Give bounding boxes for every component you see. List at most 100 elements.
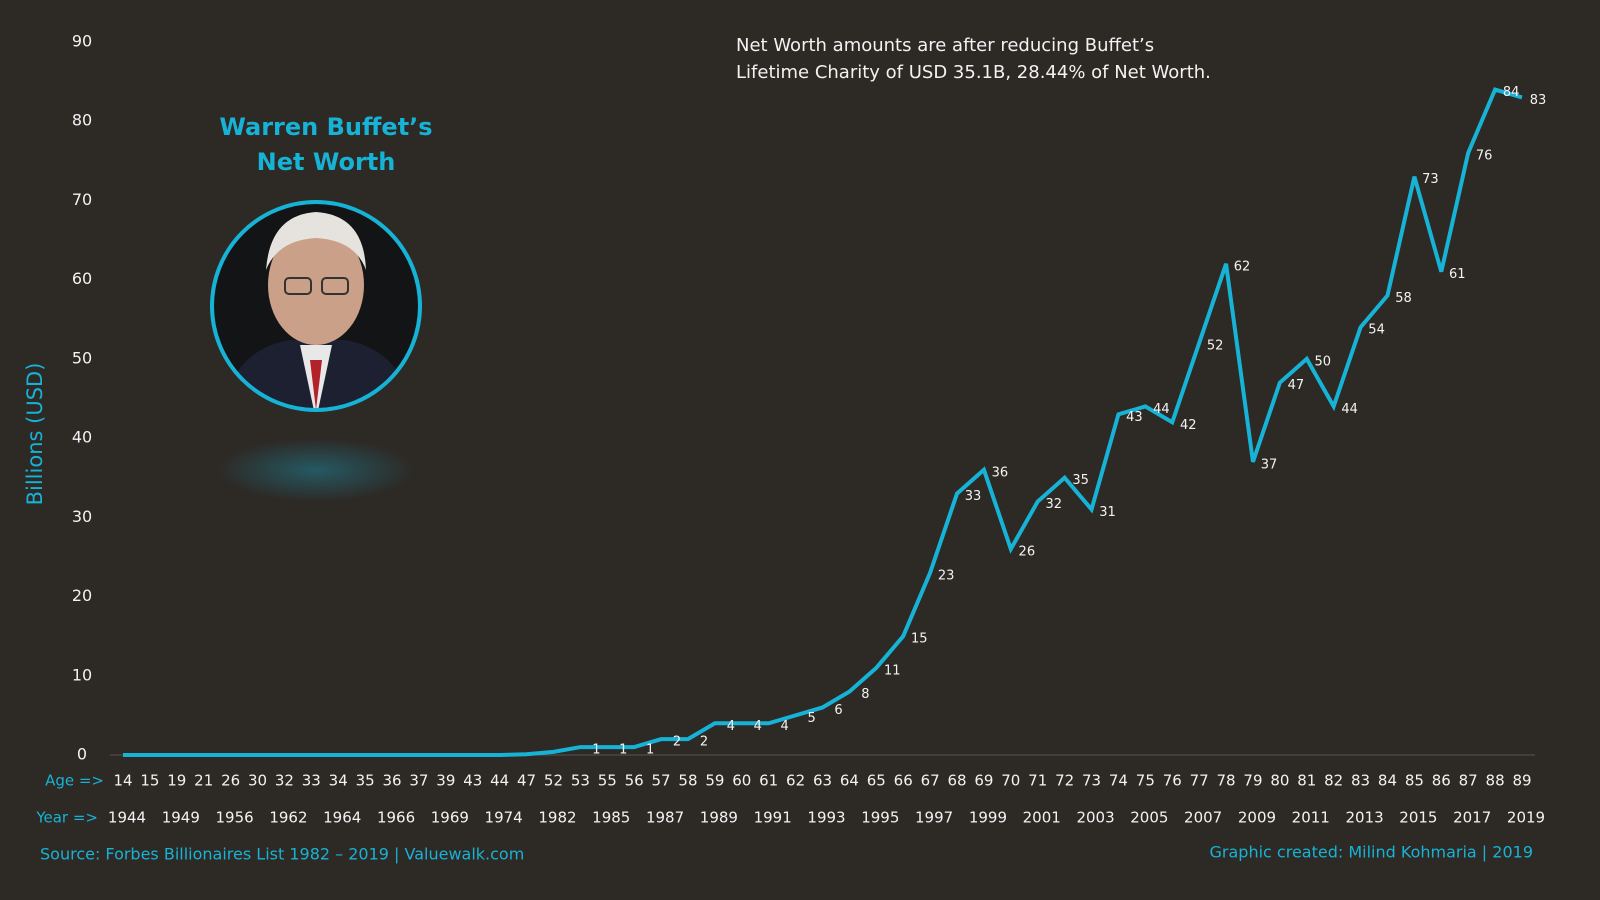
year-row-label: Year => (35, 809, 98, 827)
y-tick-label: 70 (72, 190, 92, 209)
year-label: 2003 (1076, 809, 1114, 827)
x-tick-label: 70 (1001, 772, 1020, 790)
x-tick-label: 32 (275, 772, 294, 790)
year-label: 1989 (700, 809, 738, 827)
x-tick-label: 82 (1324, 772, 1343, 790)
data-label: 1 (592, 743, 600, 758)
age-row-label: Age => (45, 772, 104, 790)
data-label: 26 (1019, 545, 1036, 560)
x-tick-label: 84 (1378, 772, 1397, 790)
credit: Graphic created: Milind Kohmaria | 2019 (1210, 843, 1533, 862)
x-tick-label: 34 (329, 772, 348, 790)
data-label: 31 (1099, 505, 1116, 520)
data-label: 1 (646, 743, 654, 758)
x-tick-label: 83 (1351, 772, 1370, 790)
x-tick-label: 62 (786, 772, 805, 790)
year-label: 1982 (538, 809, 576, 827)
data-label: 44 (1153, 402, 1170, 417)
year-label: 1997 (915, 809, 953, 827)
y-tick-label: 0 (77, 745, 87, 764)
y-tick-label: 80 (72, 111, 92, 130)
data-label: 2 (700, 735, 708, 750)
data-label: 76 (1476, 148, 1493, 163)
data-label: 50 (1314, 354, 1331, 369)
x-tick-label: 89 (1512, 772, 1531, 790)
x-tick-label: 66 (894, 772, 913, 790)
data-label: 15 (911, 632, 928, 647)
x-tick-label: 81 (1297, 772, 1316, 790)
year-label: 1962 (269, 809, 307, 827)
y-tick-label: 20 (72, 586, 92, 605)
x-tick-label: 60 (732, 772, 751, 790)
year-label: 1995 (861, 809, 899, 827)
data-label: 54 (1368, 323, 1385, 338)
data-label: 33 (965, 489, 982, 504)
data-label: 44 (1341, 402, 1358, 417)
x-tick-label: 69 (974, 772, 993, 790)
x-tick-label: 75 (1136, 772, 1155, 790)
year-label: 1987 (646, 809, 684, 827)
year-label: 2013 (1345, 809, 1383, 827)
line (123, 87, 1523, 757)
x-tick-label: 36 (382, 772, 401, 790)
x-tick-label: 61 (759, 772, 778, 790)
x-tick-label: 14 (113, 772, 132, 790)
data-label: 83 (1530, 93, 1547, 108)
year-label: 1949 (162, 809, 200, 827)
data-label: 32 (1045, 497, 1062, 512)
x-tick-label: 56 (625, 772, 644, 790)
x-tick-label: 77 (1190, 772, 1209, 790)
data-label: 42 (1180, 418, 1197, 433)
data-label: 2 (673, 735, 681, 750)
data-label: 4 (727, 719, 735, 734)
data-label: 58 (1395, 291, 1412, 306)
data-label: 4 (781, 719, 789, 734)
y-tick-label: 50 (72, 348, 92, 367)
x-tick-label: 78 (1217, 772, 1236, 790)
chart-title: Net Worth (257, 148, 396, 176)
x-tick-label: 88 (1486, 772, 1505, 790)
x-tick-label: 57 (652, 772, 671, 790)
x-tick-label: 80 (1270, 772, 1289, 790)
data-label: 11 (884, 663, 901, 678)
x-tick-label: 15 (140, 772, 159, 790)
x-tick-label: 39 (436, 772, 455, 790)
year-label: 2015 (1399, 809, 1437, 827)
x-tick-label: 21 (194, 772, 213, 790)
chart-title: Warren Buffet’s (219, 113, 432, 141)
year-label: 1985 (592, 809, 630, 827)
data-label: 1 (619, 743, 627, 758)
x-tick-label: 53 (571, 772, 590, 790)
year-label: 1974 (485, 809, 523, 827)
x-tick-label: 52 (544, 772, 563, 790)
data-label: 6 (834, 703, 842, 718)
y-axis-label: Billions (USD) (23, 363, 47, 506)
x-tick-label: 37 (409, 772, 428, 790)
year-label: 2011 (1292, 809, 1330, 827)
data-label: 35 (1072, 473, 1089, 488)
data-label: 84 (1503, 85, 1520, 100)
x-tick-label: 19 (167, 772, 186, 790)
x-tick-label: 44 (490, 772, 509, 790)
x-tick-label: 76 (1163, 772, 1182, 790)
portrait (210, 200, 422, 502)
year-label: 2007 (1184, 809, 1222, 827)
x-tick-label: 72 (1055, 772, 1074, 790)
year-label: 1964 (323, 809, 361, 827)
y-tick-label: 30 (72, 507, 92, 526)
year-label: 1993 (807, 809, 845, 827)
data-label: 52 (1207, 339, 1224, 354)
data-label: 37 (1261, 457, 1278, 472)
x-tick-label: 63 (813, 772, 832, 790)
year-label: 1966 (377, 809, 415, 827)
note: Net Worth amounts are after reducing Buf… (736, 35, 1154, 56)
year-label: 1944 (108, 809, 146, 827)
x-tick-label: 71 (1028, 772, 1047, 790)
x-tick-label: 35 (356, 772, 375, 790)
year-label: 2009 (1238, 809, 1276, 827)
x-tick-label: 64 (840, 772, 859, 790)
x-tick-label: 58 (678, 772, 697, 790)
x-tick-label: 79 (1243, 772, 1262, 790)
y-tick-label: 10 (72, 665, 92, 684)
